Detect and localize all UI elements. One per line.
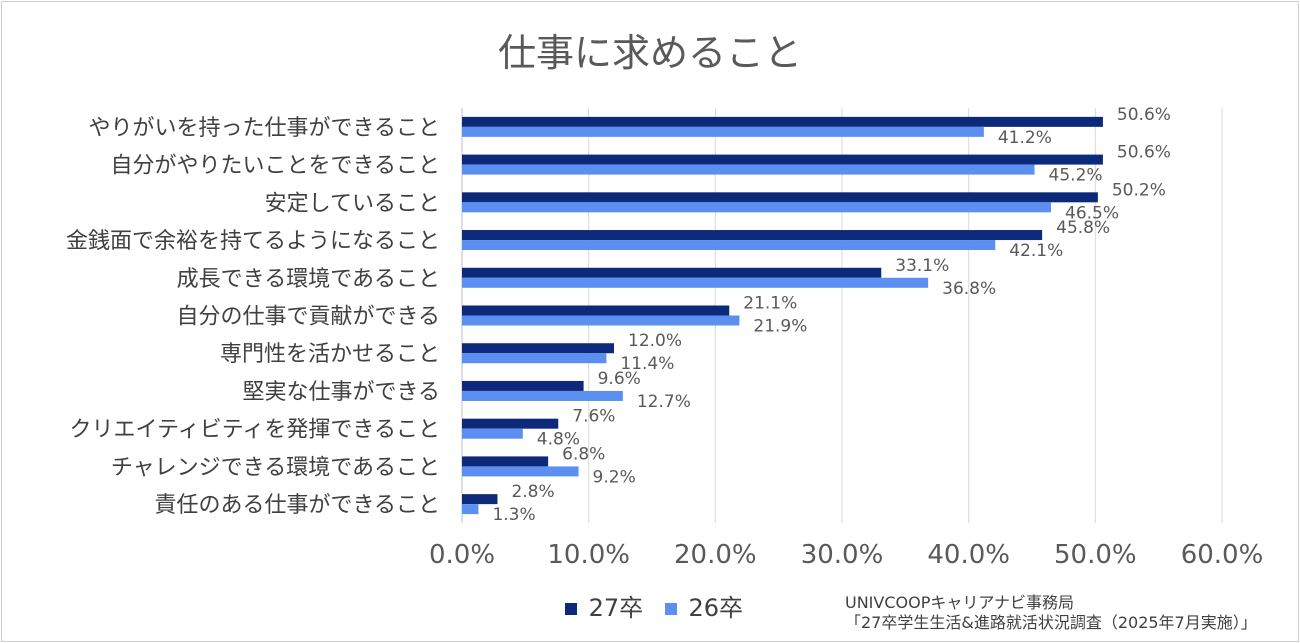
bar-27卒	[462, 418, 559, 429]
data-label: 12.0%	[628, 331, 682, 351]
bar-26卒	[462, 202, 1051, 213]
bar-27卒	[462, 267, 882, 278]
data-label: 46.5%	[1065, 203, 1119, 223]
category-label: 堅実な仕事ができる	[242, 380, 440, 405]
data-label: 7.6%	[572, 407, 615, 427]
bar-26卒	[462, 466, 579, 477]
data-label: 12.7%	[637, 392, 691, 412]
bar-26卒	[462, 126, 984, 137]
legend-label-27: 27卒	[588, 594, 644, 622]
data-label: 2.8%	[511, 482, 554, 502]
bar-27卒	[462, 380, 584, 391]
x-tick-label: 50.0%	[1054, 540, 1137, 570]
bar-26卒	[462, 240, 996, 251]
x-tick-label: 0.0%	[429, 540, 495, 570]
legend-item-26: 26卒	[664, 588, 744, 623]
x-tick-label: 20.0%	[674, 540, 757, 570]
data-label: 21.9%	[753, 317, 807, 337]
bar-27卒	[462, 305, 730, 316]
category-label: 自分の仕事で貢献ができる	[176, 305, 440, 330]
bar-26卒	[462, 504, 479, 515]
bar-26卒	[462, 353, 607, 364]
source-line-1: UNIVCOOPキャリアナビ事務局	[845, 593, 1075, 612]
bar-26卒	[462, 315, 740, 326]
source-note: UNIVCOOPキャリアナビ事務局 「27卒学生生活&進路就活状況調査（2025…	[845, 593, 1257, 633]
category-label: 専門性を活かせること	[220, 342, 440, 367]
data-label: 9.2%	[593, 467, 636, 487]
data-label: 50.6%	[1117, 105, 1171, 125]
legend-label-26: 26卒	[688, 594, 744, 622]
x-tick-label: 60.0%	[1181, 540, 1264, 570]
category-label: チャレンジできる環境であること	[111, 455, 440, 480]
bar-27卒	[462, 154, 1103, 165]
data-label: 42.1%	[1009, 241, 1063, 261]
bar-27卒	[462, 456, 549, 467]
data-label: 45.2%	[1049, 166, 1103, 186]
bar-26卒	[462, 390, 623, 401]
bar-27卒	[462, 494, 498, 505]
bar-27卒	[462, 192, 1098, 203]
category-label: やりがいを持った仕事ができること	[88, 116, 440, 141]
data-label: 4.8%	[537, 430, 580, 450]
x-tick-label: 40.0%	[927, 540, 1010, 570]
legend: 27卒 26卒	[565, 588, 757, 623]
data-label: 1.3%	[492, 505, 535, 525]
category-label: 安定していること	[265, 191, 440, 216]
source-line-2: 「27卒学生生活&進路就活状況調査（2025年7月実施）」	[845, 613, 1257, 632]
bar-27卒	[462, 343, 614, 354]
data-label: 33.1%	[895, 256, 949, 276]
data-label: 6.8%	[562, 444, 605, 464]
data-label: 50.2%	[1112, 180, 1166, 200]
legend-item-27: 27卒	[565, 588, 643, 623]
legend-swatch-26	[664, 603, 677, 615]
chart-title: 仕事に求めること	[497, 31, 802, 75]
category-label: 自分がやりたいことをできること	[110, 154, 440, 179]
category-label: 成長できる環境であること	[177, 267, 440, 292]
data-label: 50.6%	[1117, 143, 1171, 163]
bar-26卒	[462, 277, 929, 288]
data-label: 9.6%	[598, 369, 641, 389]
x-tick-label: 30.0%	[801, 540, 884, 570]
bar-27卒	[462, 230, 1043, 241]
bar-27卒	[462, 116, 1103, 127]
data-label: 36.8%	[942, 279, 996, 299]
data-label: 41.2%	[998, 128, 1052, 148]
data-label: 45.8%	[1056, 218, 1110, 238]
category-label: クリエイティビティを発揮できること	[70, 418, 440, 443]
legend-swatch-27	[565, 603, 577, 615]
category-label: 金銭面で余裕を持てるようになること	[66, 229, 440, 254]
x-tick-label: 10.0%	[547, 540, 630, 570]
bar-26卒	[462, 164, 1035, 175]
bar-26卒	[462, 428, 523, 439]
data-label: 21.1%	[743, 294, 797, 314]
data-label: 11.4%	[620, 354, 674, 374]
category-label: 責任のある仕事ができること	[154, 493, 440, 518]
